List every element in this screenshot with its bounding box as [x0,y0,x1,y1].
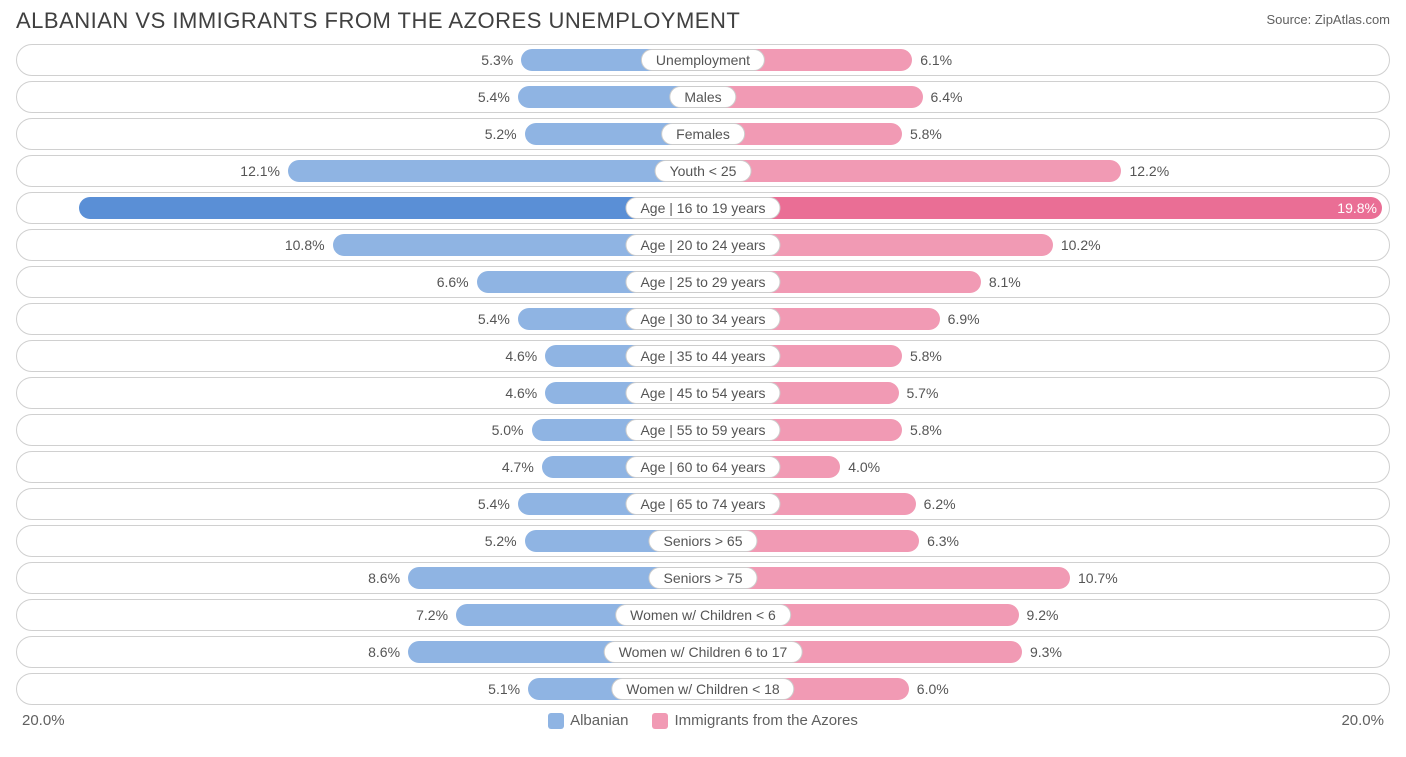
category-label: Unemployment [641,49,765,71]
chart-footer: 20.0% Albanian Immigrants from the Azore… [0,710,1406,729]
value-label-right: 9.3% [1022,637,1062,667]
category-label: Women w/ Children < 6 [615,604,791,626]
value-label-right: 10.2% [1053,230,1101,260]
legend-swatch-right [652,713,668,729]
category-label: Age | 35 to 44 years [625,345,780,367]
value-label-right: 5.8% [902,415,942,445]
category-label: Males [669,86,736,108]
legend-item-left: Albanian [548,712,628,729]
value-label-left: 5.4% [478,82,518,112]
chart-row: 5.4% 6.9% Age | 30 to 34 years [16,303,1390,335]
value-label-right: 6.2% [916,489,956,519]
category-label: Females [661,123,745,145]
source-attribution: Source: ZipAtlas.com [1266,8,1390,27]
value-label-right: 5.8% [902,119,942,149]
value-label-right: 10.7% [1070,563,1118,593]
chart-row: 5.0% 5.8% Age | 55 to 59 years [16,414,1390,446]
chart-row: 8.6% 9.3% Women w/ Children 6 to 17 [16,636,1390,668]
bar-right [703,160,1121,182]
chart-row: 4.7% 4.0% Age | 60 to 64 years [16,451,1390,483]
value-label-left: 5.2% [485,119,525,149]
chart-row: 5.4% 6.2% Age | 65 to 74 years [16,488,1390,520]
category-label: Age | 30 to 34 years [625,308,780,330]
value-label-left: 5.0% [492,415,532,445]
value-label-right: 19.8% [710,193,1389,223]
chart-row: 5.2% 6.3% Seniors > 65 [16,525,1390,557]
legend-label-left: Albanian [570,712,628,729]
value-label-left: 18.2% [17,193,641,223]
axis-max-left: 20.0% [22,712,65,729]
chart-row: 5.3% 6.1% Unemployment [16,44,1390,76]
chart-row: 18.2% 19.8%Age | 16 to 19 years [16,192,1390,224]
chart-row: 5.2% 5.8% Females [16,118,1390,150]
value-label-left: 10.8% [285,230,333,260]
chart-row: 12.1% 12.2% Youth < 25 [16,155,1390,187]
legend-item-right: Immigrants from the Azores [652,712,857,729]
chart-row: 6.6% 8.1% Age | 25 to 29 years [16,266,1390,298]
value-label-right: 12.2% [1121,156,1169,186]
category-label: Age | 60 to 64 years [625,456,780,478]
value-label-left: 5.2% [485,526,525,556]
chart-row: 4.6% 5.7% Age | 45 to 54 years [16,377,1390,409]
header: ALBANIAN VS IMMIGRANTS FROM THE AZORES U… [0,0,1406,38]
value-label-left: 4.7% [502,452,542,482]
legend-swatch-left [548,713,564,729]
value-label-left: 5.4% [478,304,518,334]
value-label-right: 6.9% [940,304,980,334]
value-label-right: 6.4% [923,82,963,112]
value-label-right: 9.2% [1019,600,1059,630]
axis-max-right: 20.0% [1341,712,1384,729]
legend-label-right: Immigrants from the Azores [674,712,857,729]
chart-row: 10.8% 10.2% Age | 20 to 24 years [16,229,1390,261]
value-label-left: 4.6% [505,378,545,408]
bar-right [703,567,1070,589]
value-label-left: 4.6% [505,341,545,371]
value-label-right: 6.0% [909,674,949,704]
bar-left [288,160,703,182]
value-label-left: 5.1% [488,674,528,704]
chart-row: 4.6% 5.8% Age | 35 to 44 years [16,340,1390,372]
value-label-left: 8.6% [368,563,408,593]
value-label-left: 5.3% [481,45,521,75]
value-label-right: 4.0% [840,452,880,482]
category-label: Youth < 25 [655,160,752,182]
legend: Albanian Immigrants from the Azores [548,712,858,729]
category-label: Age | 55 to 59 years [625,419,780,441]
chart-row: 8.6% 10.7% Seniors > 75 [16,562,1390,594]
value-label-left: 12.1% [240,156,288,186]
value-label-left: 5.4% [478,489,518,519]
chart-row: 5.1% 6.0% Women w/ Children < 18 [16,673,1390,705]
category-label: Age | 65 to 74 years [625,493,780,515]
value-label-right: 5.8% [902,341,942,371]
value-label-left: 7.2% [416,600,456,630]
category-label: Age | 16 to 19 years [625,197,780,219]
value-label-right: 5.7% [899,378,939,408]
category-label: Seniors > 65 [649,530,758,552]
page-title: ALBANIAN VS IMMIGRANTS FROM THE AZORES U… [16,8,740,34]
category-label: Women w/ Children < 18 [611,678,794,700]
category-label: Seniors > 75 [649,567,758,589]
chart-row: 7.2% 9.2% Women w/ Children < 6 [16,599,1390,631]
category-label: Age | 45 to 54 years [625,382,780,404]
category-label: Women w/ Children 6 to 17 [604,641,803,663]
value-label-left: 8.6% [368,637,408,667]
chart-row: 5.4% 6.4% Males [16,81,1390,113]
value-label-left: 6.6% [437,267,477,297]
value-label-right: 6.3% [919,526,959,556]
category-label: Age | 25 to 29 years [625,271,780,293]
value-label-right: 6.1% [912,45,952,75]
value-label-right: 8.1% [981,267,1021,297]
category-label: Age | 20 to 24 years [625,234,780,256]
diverging-bar-chart: 5.3% 6.1% Unemployment 5.4% 6.4% Males 5.2% 5.8… [0,38,1406,705]
